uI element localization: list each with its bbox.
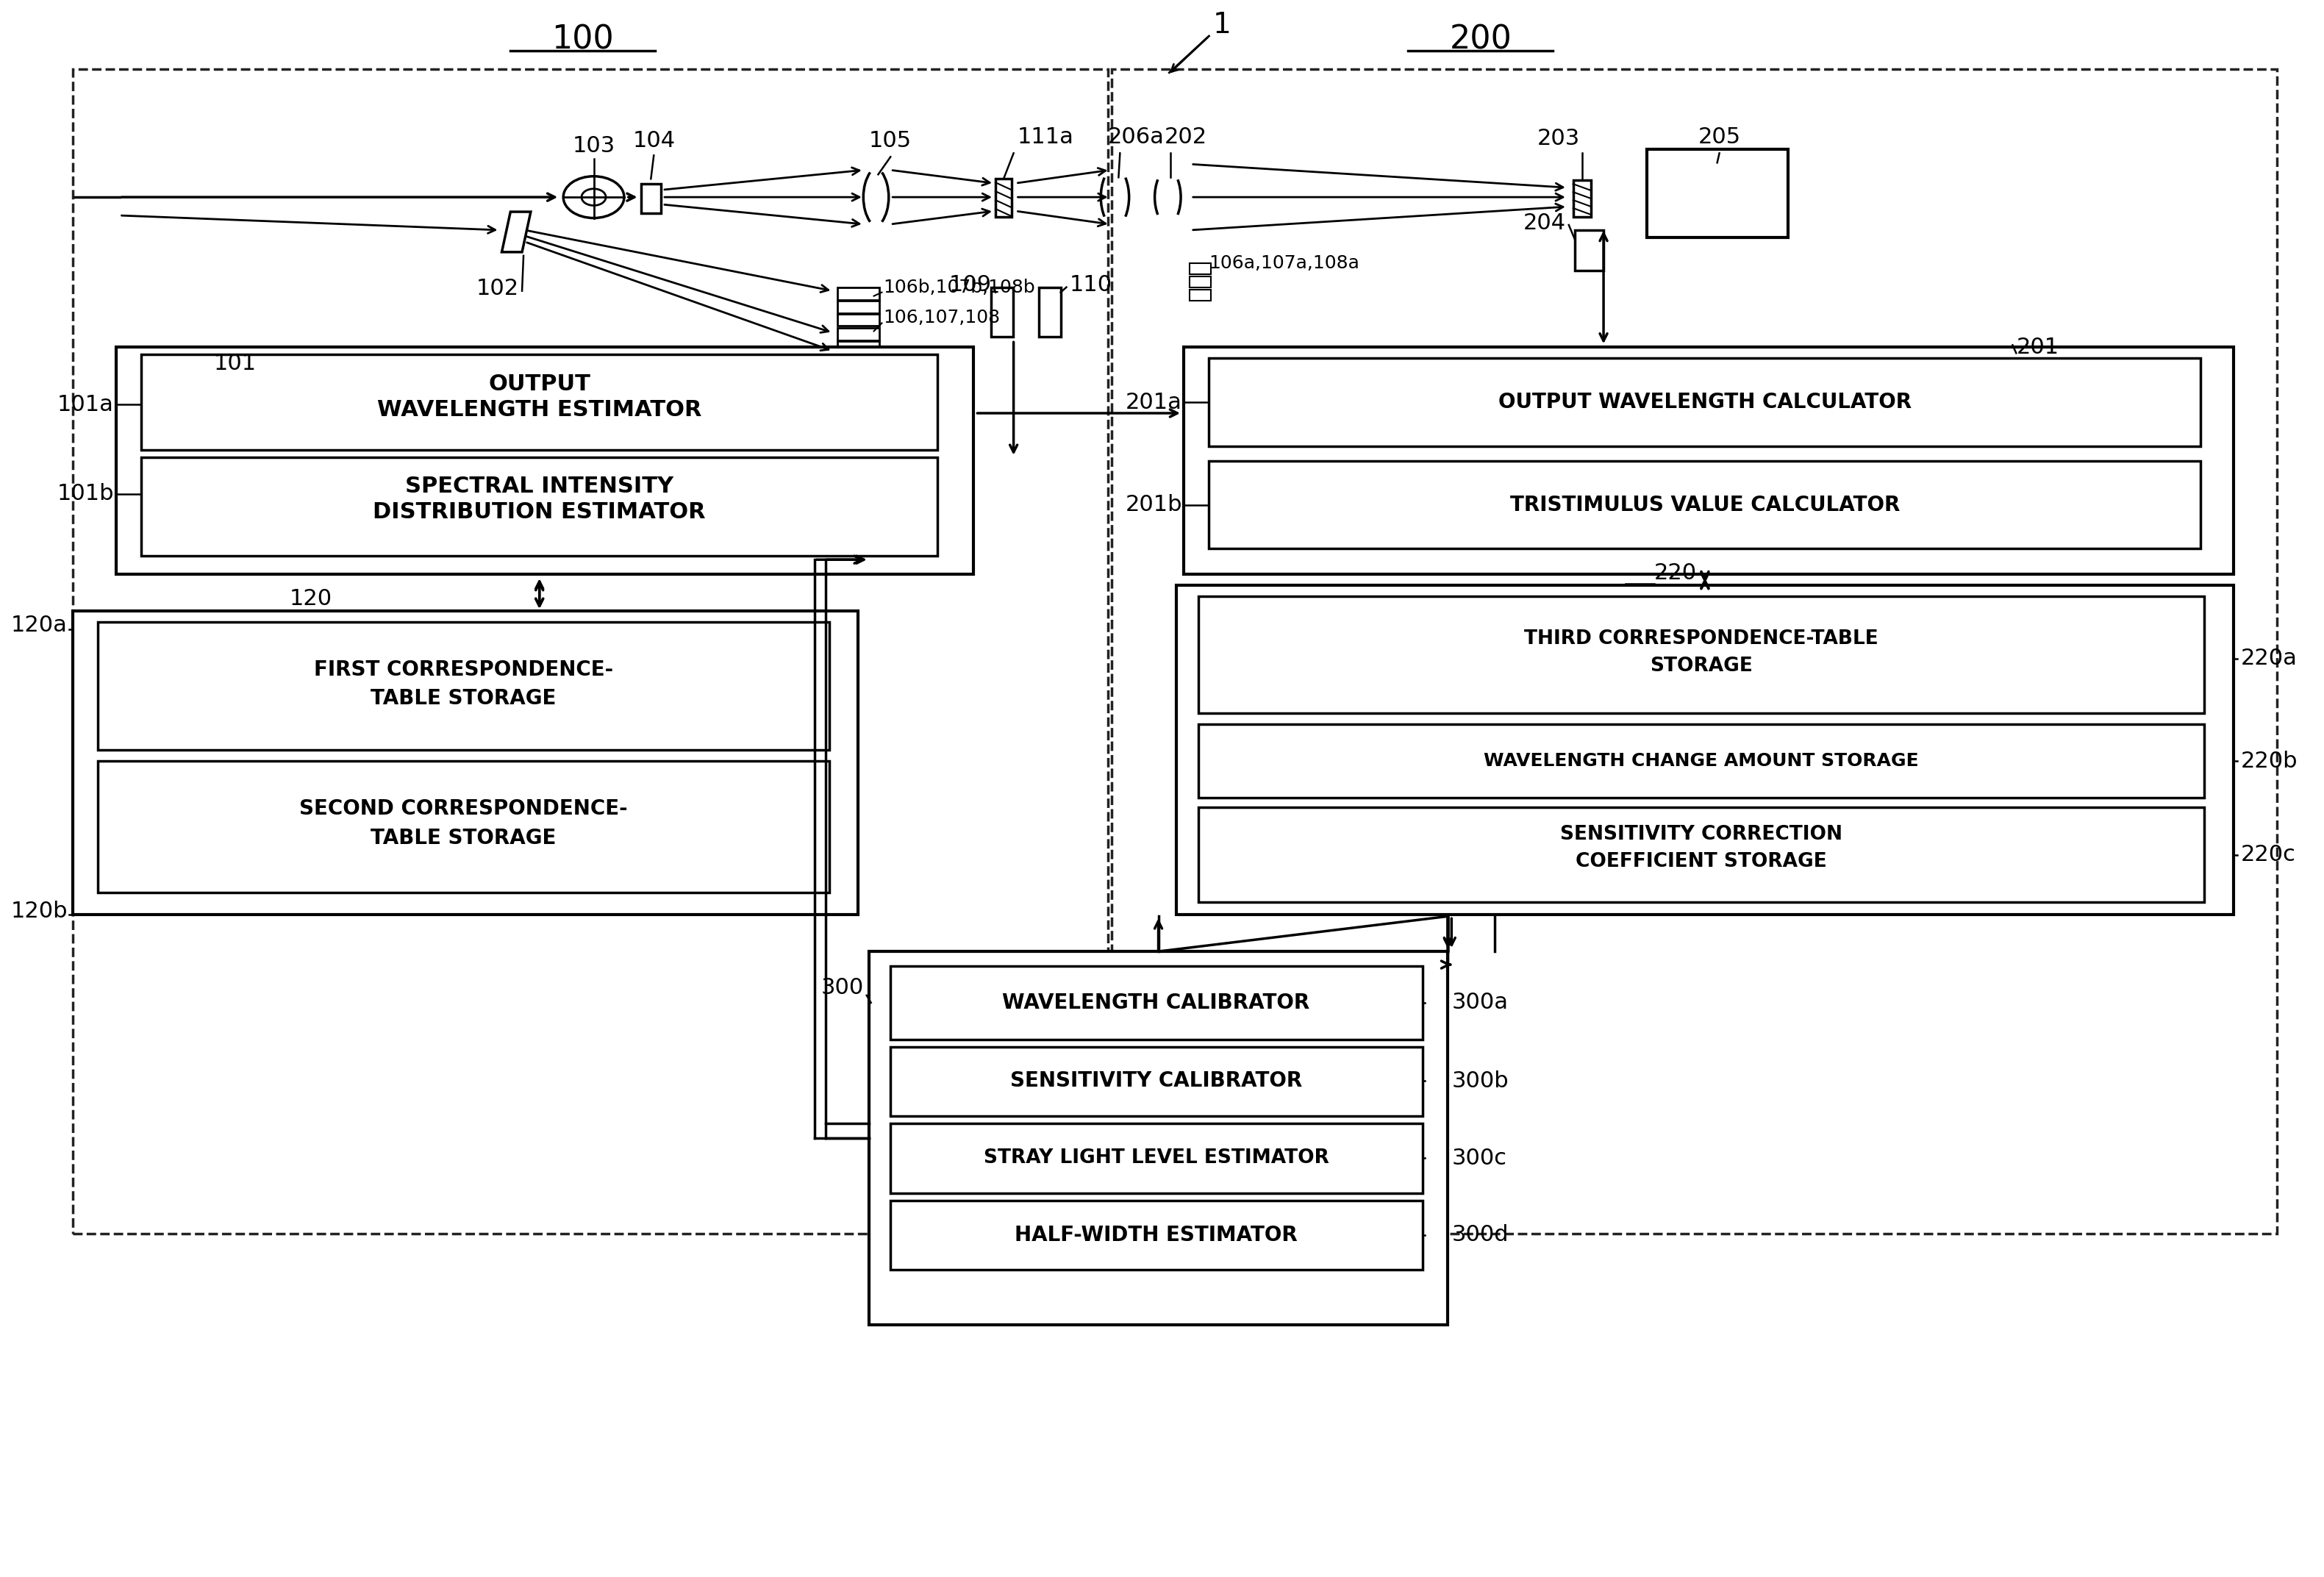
Bar — [1190, 290, 1211, 300]
Text: 220b: 220b — [2240, 751, 2298, 771]
Text: 101a: 101a — [58, 394, 114, 415]
Text: 200: 200 — [1450, 24, 1511, 55]
Text: 300c: 300c — [1452, 1148, 1506, 1169]
Bar — [837, 287, 881, 300]
Text: TRISTIMULUS VALUE CALCULATOR: TRISTIMULUS VALUE CALCULATOR — [1511, 495, 1899, 516]
Text: OUTPUT: OUTPUT — [488, 374, 590, 394]
Text: 106,107,108: 106,107,108 — [883, 309, 999, 326]
Text: SENSITIVITY CORRECTION: SENSITIVITY CORRECTION — [1559, 825, 1843, 844]
Bar — [837, 314, 881, 326]
Bar — [995, 178, 1011, 218]
Text: 201: 201 — [2017, 336, 2059, 358]
Bar — [1199, 596, 2205, 713]
Text: WAVELENGTH CHANGE AMOUNT STORAGE: WAVELENGTH CHANGE AMOUNT STORAGE — [1483, 752, 1920, 770]
Text: 106a,107a,108a: 106a,107a,108a — [1208, 254, 1360, 271]
Text: 220c: 220c — [2240, 844, 2296, 866]
Text: 300a: 300a — [1452, 992, 1508, 1014]
Bar — [837, 355, 881, 367]
Text: 204: 204 — [1522, 211, 1566, 233]
Text: TABLE STORAGE: TABLE STORAGE — [370, 828, 555, 848]
Text: THIRD CORRESPONDENCE-TABLE: THIRD CORRESPONDENCE-TABLE — [1525, 629, 1878, 648]
Text: OUTPUT WAVELENGTH CALCULATOR: OUTPUT WAVELENGTH CALCULATOR — [1499, 393, 1913, 413]
Bar — [1199, 724, 2205, 798]
Bar — [890, 1123, 1422, 1194]
Text: 109: 109 — [948, 274, 992, 295]
Bar — [1111, 69, 2278, 1233]
Text: WAVELENGTH ESTIMATOR: WAVELENGTH ESTIMATOR — [376, 399, 702, 419]
Text: 111a: 111a — [1018, 126, 1074, 148]
Text: 105: 105 — [869, 129, 911, 151]
Text: 202: 202 — [1164, 126, 1206, 148]
Text: 101: 101 — [214, 353, 256, 374]
Bar — [837, 328, 881, 341]
Polygon shape — [502, 211, 530, 252]
Bar — [890, 1047, 1422, 1117]
Text: 300b: 300b — [1452, 1071, 1508, 1091]
Bar — [890, 967, 1422, 1039]
Text: 103: 103 — [572, 136, 616, 156]
Text: 220a: 220a — [2240, 648, 2296, 669]
Text: FIRST CORRESPONDENCE-: FIRST CORRESPONDENCE- — [314, 659, 614, 680]
Bar — [1039, 287, 1060, 337]
Bar — [837, 300, 881, 312]
Text: 104: 104 — [632, 129, 676, 151]
Text: 100: 100 — [551, 24, 614, 55]
Bar — [1199, 807, 2205, 902]
Text: 1: 1 — [1213, 11, 1232, 39]
Bar — [116, 347, 974, 574]
Bar — [1176, 585, 2233, 915]
Text: SECOND CORRESPONDENCE-: SECOND CORRESPONDENCE- — [300, 798, 627, 818]
Bar — [142, 457, 937, 557]
Text: STORAGE: STORAGE — [1650, 656, 1752, 675]
Text: STRAY LIGHT LEVEL ESTIMATOR: STRAY LIGHT LEVEL ESTIMATOR — [983, 1148, 1329, 1167]
Bar — [990, 287, 1013, 337]
Bar — [1648, 150, 1787, 238]
Bar — [1208, 358, 2201, 446]
Text: HALF-WIDTH ESTIMATOR: HALF-WIDTH ESTIMATOR — [1016, 1225, 1297, 1246]
Bar — [1190, 263, 1211, 274]
Bar — [72, 69, 1109, 1233]
Bar — [1576, 230, 1604, 270]
Bar — [837, 341, 881, 353]
Bar — [1183, 347, 2233, 574]
Text: 206a: 206a — [1109, 126, 1164, 148]
Bar — [890, 1200, 1422, 1269]
Text: 201a: 201a — [1125, 391, 1183, 413]
Text: DISTRIBUTION ESTIMATOR: DISTRIBUTION ESTIMATOR — [374, 501, 706, 522]
Text: 300d: 300d — [1452, 1224, 1508, 1246]
Text: 300: 300 — [820, 978, 865, 998]
Text: SENSITIVITY CALIBRATOR: SENSITIVITY CALIBRATOR — [1011, 1071, 1301, 1091]
Bar — [641, 185, 660, 213]
Bar — [1190, 276, 1211, 287]
Text: 120: 120 — [290, 588, 332, 609]
Text: TABLE STORAGE: TABLE STORAGE — [370, 689, 555, 710]
Text: 120a: 120a — [12, 615, 67, 636]
Bar — [98, 621, 830, 751]
Text: WAVELENGTH CALIBRATOR: WAVELENGTH CALIBRATOR — [1002, 992, 1311, 1012]
Bar — [142, 355, 937, 449]
Bar — [98, 762, 830, 893]
Text: COEFFICIENT STORAGE: COEFFICIENT STORAGE — [1576, 852, 1827, 871]
Text: 102: 102 — [476, 278, 518, 300]
Text: SPECTRAL INTENSITY: SPECTRAL INTENSITY — [404, 476, 674, 497]
Text: 220: 220 — [1655, 563, 1697, 583]
Text: 120b: 120b — [12, 900, 67, 923]
Text: 106b,107b,108b: 106b,107b,108b — [883, 279, 1034, 296]
Text: 110: 110 — [1069, 274, 1113, 295]
Bar — [1573, 180, 1592, 218]
Bar — [72, 610, 858, 915]
Text: 203: 203 — [1536, 128, 1580, 150]
Text: 201b: 201b — [1125, 494, 1183, 516]
Bar — [1208, 460, 2201, 549]
Bar — [869, 951, 1448, 1325]
Text: 205: 205 — [1699, 126, 1741, 148]
Text: 101b: 101b — [56, 483, 114, 505]
